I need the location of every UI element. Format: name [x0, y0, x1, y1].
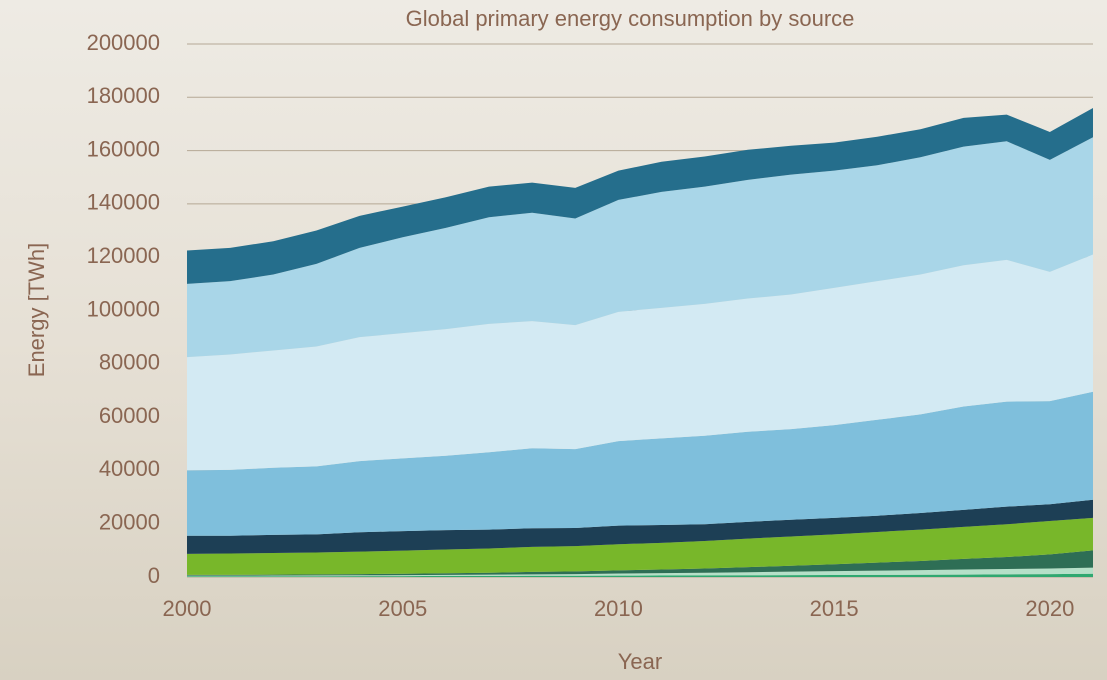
y-tick-label: 0 [148, 563, 160, 588]
y-tick-label: 160000 [87, 136, 160, 161]
y-tick-label: 80000 [99, 350, 160, 375]
area [187, 254, 1093, 471]
y-axis-title: Energy [TWh] [24, 243, 49, 377]
x-tick-label: 2015 [810, 596, 859, 621]
y-tick-label: 60000 [99, 403, 160, 428]
area [187, 107, 1093, 284]
y-tick-label: 140000 [87, 190, 160, 215]
chart-title: Global primary energy consumption by sou… [406, 6, 855, 31]
area [187, 517, 1093, 575]
y-tick-label: 200000 [87, 30, 160, 55]
y-tick-label: 120000 [87, 243, 160, 268]
x-tick-label: 2010 [594, 596, 643, 621]
area [187, 567, 1093, 577]
y-tick-label: 180000 [87, 83, 160, 108]
x-axis-title: Year [618, 649, 662, 674]
y-tick-label: 100000 [87, 296, 160, 321]
y-tick-label: 40000 [99, 456, 160, 481]
area [187, 137, 1093, 358]
area [187, 391, 1093, 536]
area [187, 499, 1093, 554]
x-tick-label: 2000 [163, 596, 212, 621]
area [187, 573, 1093, 577]
area [187, 550, 1093, 576]
y-tick-label: 20000 [99, 510, 160, 535]
x-tick-label: 2020 [1025, 596, 1074, 621]
x-tick-label: 2005 [378, 596, 427, 621]
